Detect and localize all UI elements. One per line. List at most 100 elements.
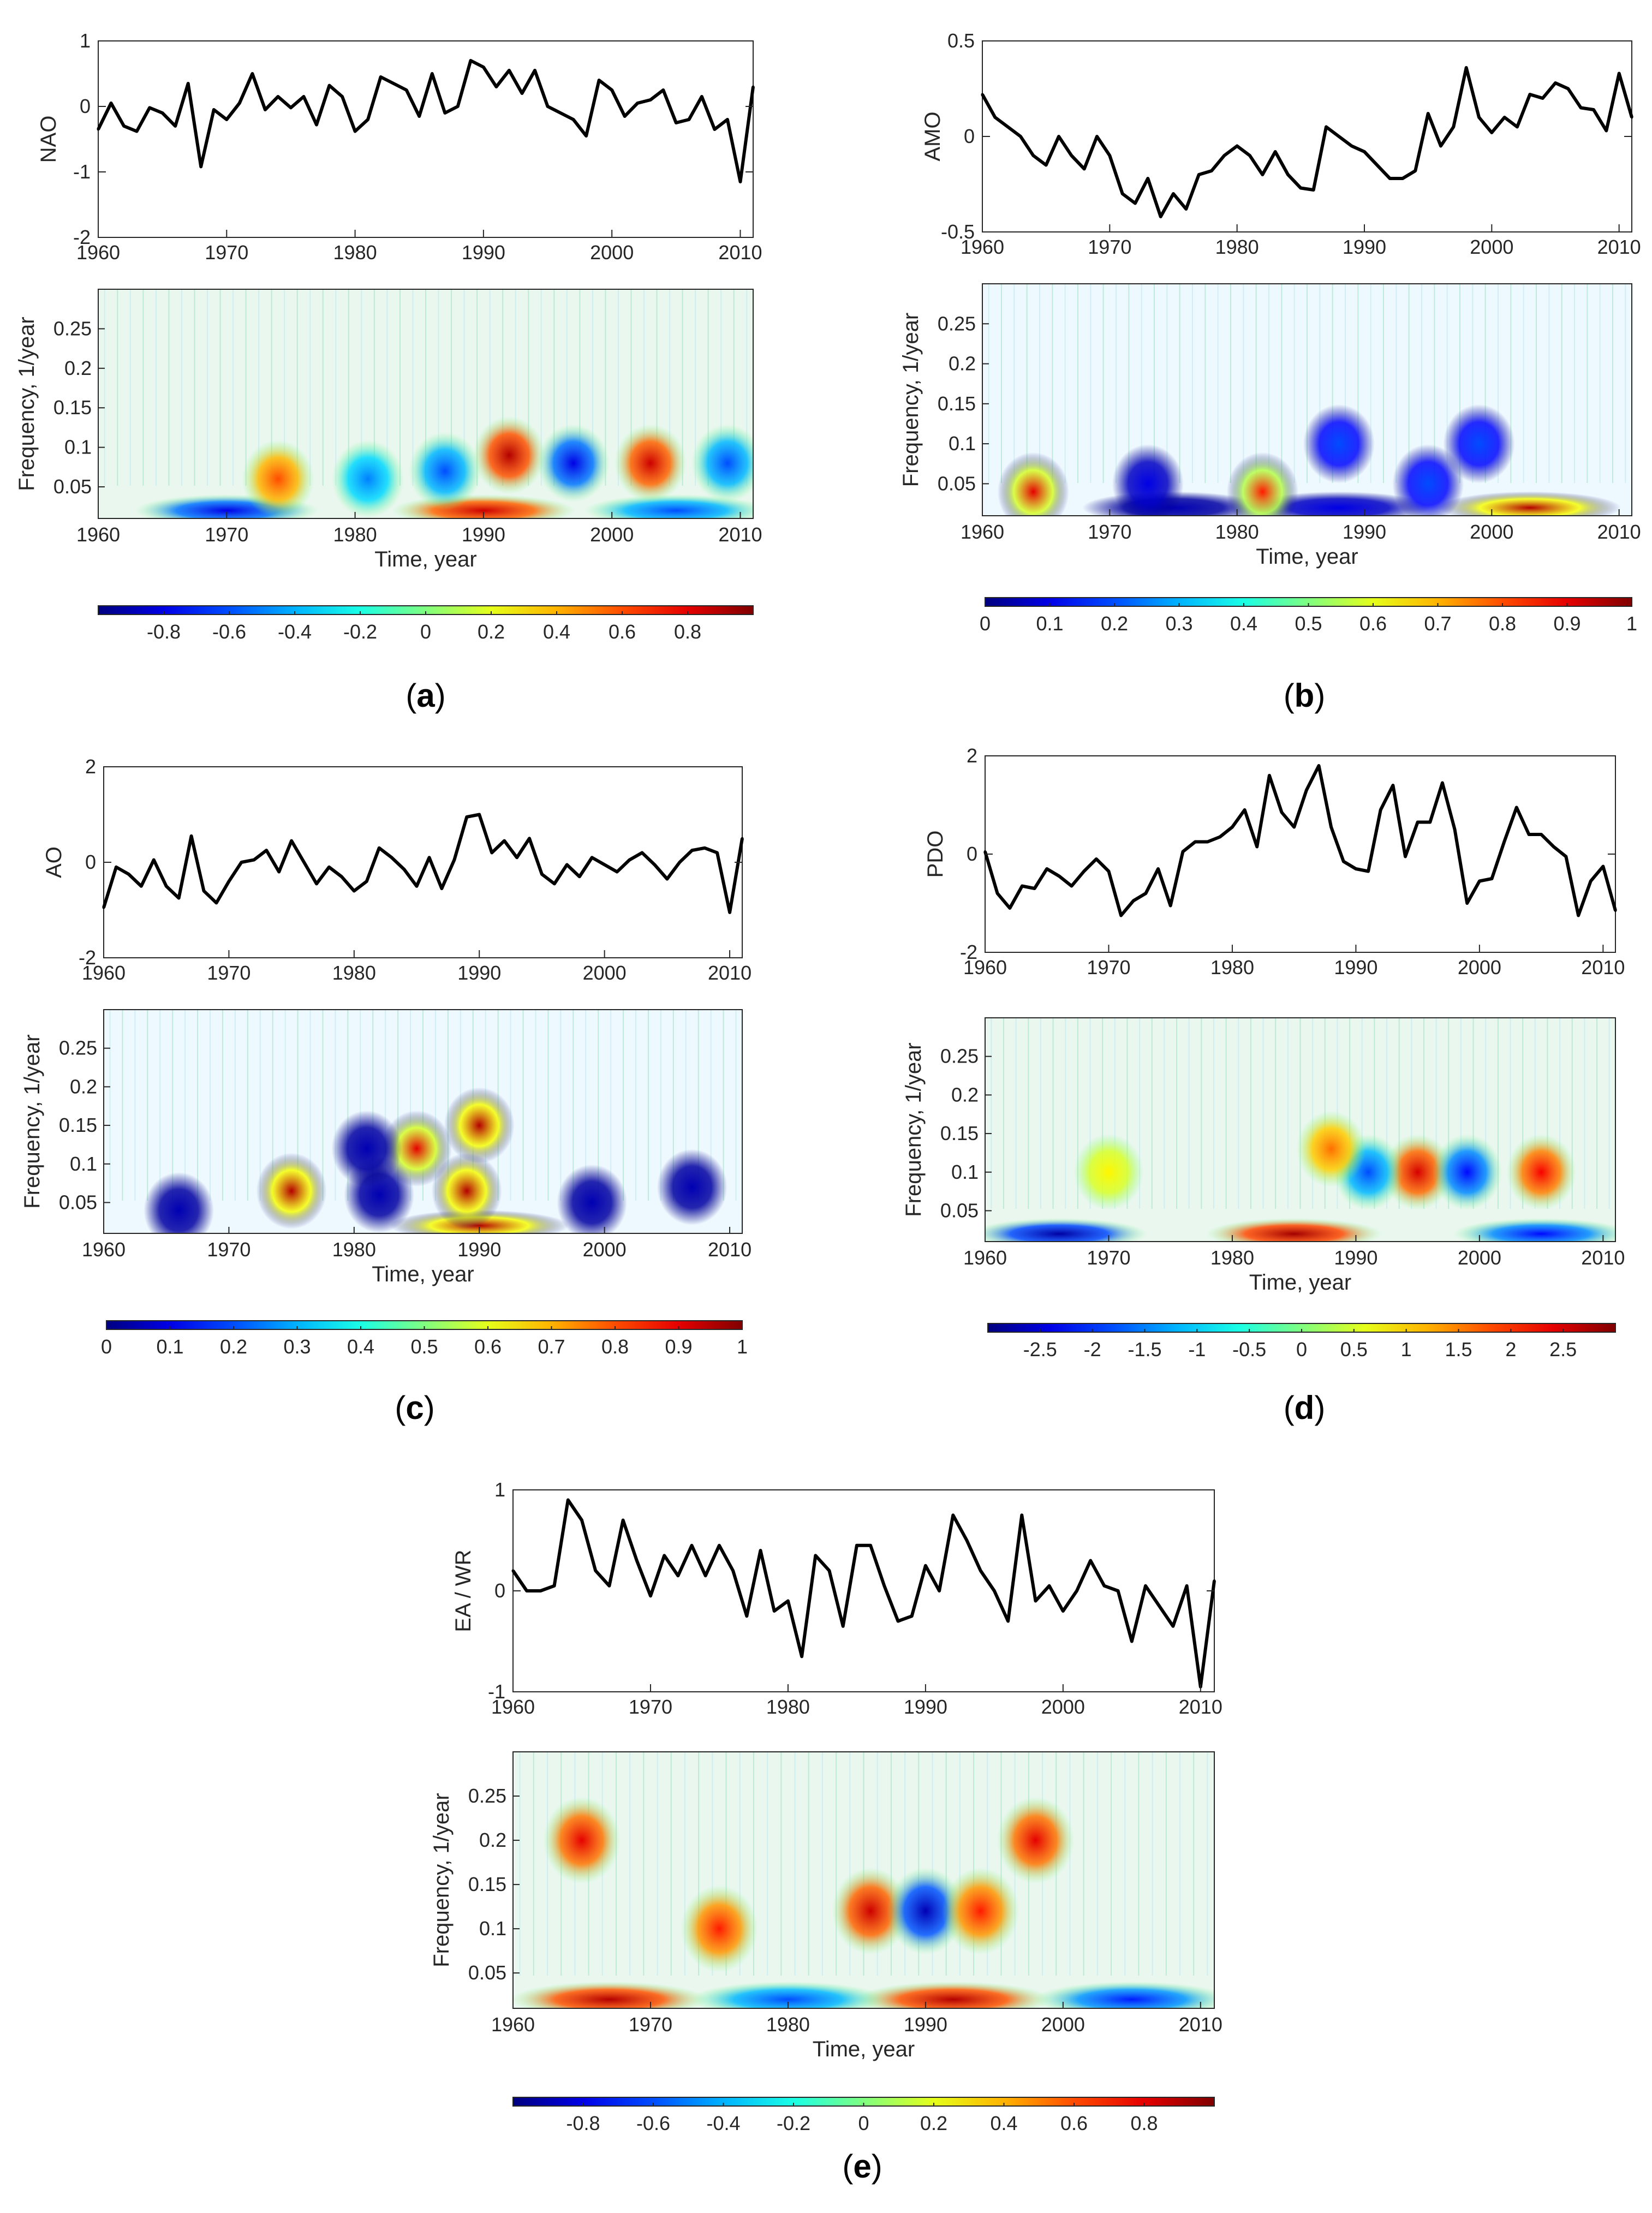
data-point	[443, 111, 446, 115]
data-point	[327, 866, 331, 869]
data-point	[1286, 173, 1290, 176]
colorbar-tick-label: 0.6	[1060, 2112, 1088, 2134]
data-point	[1589, 880, 1593, 882]
data-point	[1061, 1609, 1065, 1613]
data-point	[1579, 106, 1583, 109]
data-point	[786, 1600, 790, 1602]
data-point	[289, 106, 293, 109]
heatmap-cell	[1206, 1218, 1382, 1242]
data-point	[1171, 1625, 1174, 1628]
y-axis-label: Frequency, 1/year	[902, 1042, 926, 1216]
data-point	[199, 165, 202, 168]
data-point	[340, 875, 343, 878]
x-axis-label: Time, year	[813, 2037, 915, 2061]
data-point	[1618, 72, 1621, 75]
data-point	[1375, 164, 1379, 166]
y-tick-label: 0.1	[951, 1161, 979, 1183]
x-tick-label: 1970	[205, 523, 248, 546]
data-point	[431, 72, 434, 75]
y-tick-label: 0.25	[53, 317, 92, 339]
data-point	[938, 1589, 941, 1592]
heatmap-cell	[331, 1110, 402, 1187]
data-point	[1185, 1584, 1189, 1588]
plot-frame	[985, 755, 1616, 953]
y-tick-label: 0.15	[468, 1873, 506, 1895]
data-point	[585, 134, 588, 138]
data-point	[1292, 826, 1296, 828]
colorbar-tick-label: -1	[1188, 1338, 1206, 1361]
data-point	[102, 906, 105, 909]
data-point	[177, 897, 181, 900]
y-axis-label: Frequency, 1/year	[430, 1793, 454, 1967]
data-point	[745, 1614, 748, 1618]
data-point	[110, 102, 113, 105]
y-axis-label: Frequency, 1/year	[899, 313, 923, 487]
data-point	[122, 124, 126, 128]
y-axis-label: Frequency, 1/year	[15, 317, 39, 491]
plot-frame	[982, 40, 1632, 232]
data-point	[1117, 1589, 1120, 1592]
data-point	[418, 115, 421, 118]
x-tick-label: 1970	[1088, 236, 1131, 258]
data-point	[635, 1559, 639, 1562]
x-tick-label: 1960	[963, 956, 1007, 979]
data-point	[663, 1554, 666, 1557]
data-point	[1465, 902, 1469, 905]
y-tick-label: 2	[85, 755, 96, 778]
colorbar-tick-label: 1	[1626, 612, 1637, 635]
data-point	[572, 118, 575, 121]
data-point	[251, 72, 254, 75]
line-chart-e: -1 0 1 1960 1970 1980 1990 2000 2010 EA / WR	[451, 1478, 1222, 1718]
data-point	[703, 846, 706, 850]
data-point	[718, 1544, 721, 1547]
data-point	[1255, 845, 1259, 848]
y-tick-label: 0.15	[59, 1114, 97, 1136]
data-point	[1048, 1584, 1051, 1588]
y-tick-label: 0.25	[59, 1037, 97, 1059]
x-tick-label: 1970	[629, 2013, 672, 2036]
x-tick-label: 2000	[590, 241, 634, 264]
data-point	[855, 1544, 858, 1547]
data-point	[713, 128, 716, 131]
data-point	[1158, 1604, 1161, 1608]
data-point	[1082, 870, 1086, 873]
y-tick-label: 0.05	[468, 1961, 506, 1984]
heatmap-cell	[1443, 404, 1515, 484]
data-point	[690, 849, 694, 852]
data-point	[227, 880, 230, 883]
data-point	[494, 85, 498, 88]
colorbar-tick-label: 0.4	[543, 621, 570, 643]
colorbar-tick-label: 0.8	[674, 621, 701, 643]
data-point	[490, 851, 493, 854]
data-point	[1083, 168, 1086, 170]
data-point	[1342, 860, 1345, 863]
y-tick-label: 0.15	[940, 1122, 979, 1144]
y-axis-label: Frequency, 1/year	[20, 1034, 44, 1208]
x-tick-label: 1980	[333, 241, 377, 264]
data-point	[379, 75, 383, 79]
colorbar-tick-label: 0.5	[1295, 612, 1322, 635]
x-tick-label: 2010	[1597, 236, 1641, 258]
heatmap-cell	[681, 1885, 758, 1973]
data-point	[264, 108, 267, 111]
data-point	[814, 1554, 817, 1557]
data-point	[566, 1499, 570, 1501]
y-tick-label: -2	[79, 946, 96, 969]
panel-caption: (a)	[405, 677, 445, 714]
data-point	[1261, 173, 1264, 176]
colorbar-tick-label: -0.2	[343, 621, 377, 643]
colorbar-tick-label: 0.8	[1489, 612, 1516, 635]
colorbar-tick-label: 0.2	[478, 621, 505, 643]
data-point	[1130, 1640, 1134, 1643]
line-chart-a: -2 -1 0 1 1960 1970 1980 1990 2000 2010 NAO	[37, 29, 762, 264]
data-point	[1453, 828, 1457, 831]
data-point	[214, 901, 218, 904]
colorbar-b: 0 0.1 0.2 0.3 0.4 0.5 0.6 0.7 0.8 0.9 1	[980, 597, 1637, 635]
data-point	[979, 1569, 982, 1572]
data-point	[1566, 87, 1570, 90]
colorbar-tick-label: 1	[1401, 1338, 1412, 1361]
data-point	[628, 858, 631, 862]
data-point	[704, 1574, 707, 1577]
y-tick-label: 1	[494, 1478, 505, 1501]
data-point	[440, 887, 443, 890]
